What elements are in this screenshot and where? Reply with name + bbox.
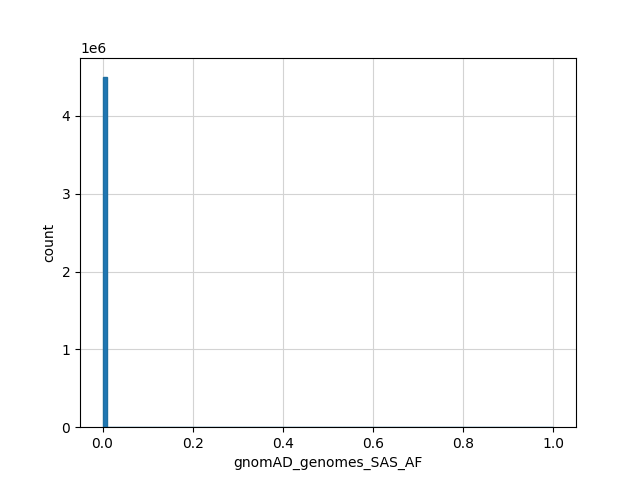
Y-axis label: count: count [42,223,56,262]
Bar [102,77,107,427]
X-axis label: gnomAD_genomes_SAS_AF: gnomAD_genomes_SAS_AF [234,456,422,470]
